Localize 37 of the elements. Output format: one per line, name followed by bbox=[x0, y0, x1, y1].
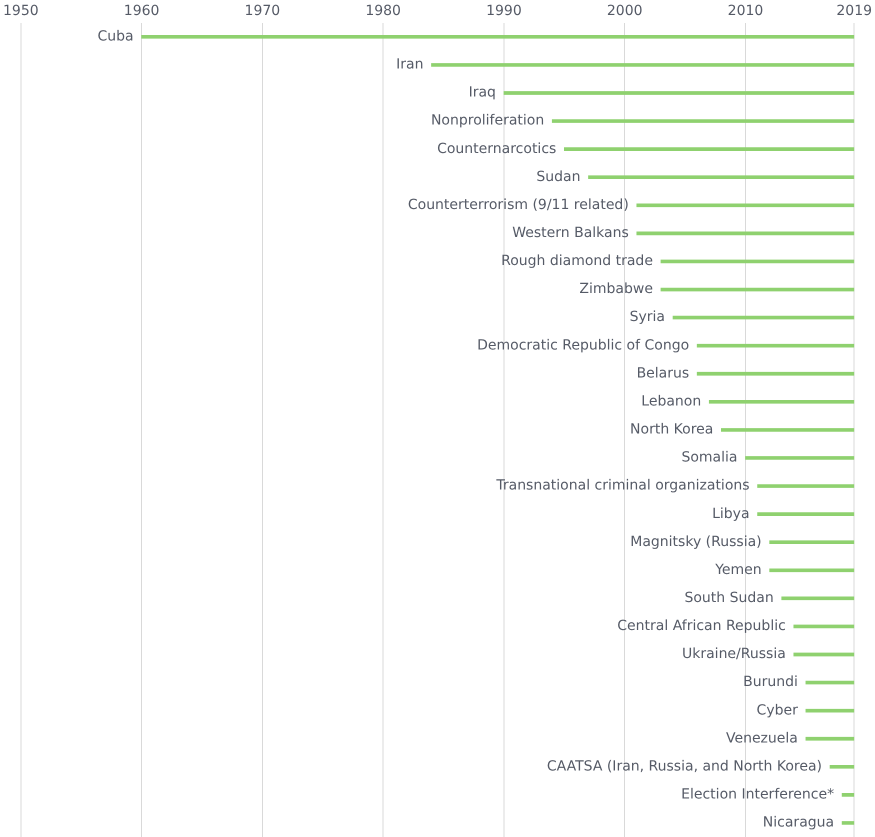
x-tick-label: 1960 bbox=[124, 3, 160, 20]
y-tick-label: Democratic Republic of Congo bbox=[477, 337, 690, 354]
y-tick-label: Burundi bbox=[743, 674, 798, 690]
x-tick-label: 1990 bbox=[486, 3, 522, 20]
x-tick-label: 2010 bbox=[728, 3, 764, 20]
y-tick-label: Transnational criminal organizations bbox=[495, 478, 750, 494]
x-tick-label: 2019 bbox=[836, 3, 872, 20]
y-tick-label: Cyber bbox=[756, 702, 798, 718]
y-tick-label: North Korea bbox=[630, 422, 714, 438]
y-tick-label: Sudan bbox=[536, 168, 580, 185]
y-tick-label: Yemen bbox=[714, 562, 762, 578]
x-tick-label: 1950 bbox=[2, 3, 39, 20]
y-tick-label: Nonproliferation bbox=[430, 112, 544, 129]
y-tick-label: Magnitsky (Russia) bbox=[630, 534, 762, 550]
y-tick-label: Iraq bbox=[468, 84, 496, 101]
x-tick-label: 2000 bbox=[606, 3, 643, 20]
y-tick-label: Counternarcotics bbox=[437, 140, 556, 157]
y-tick-label: Rough diamond trade bbox=[501, 253, 653, 270]
y-tick-label: Election Interference* bbox=[681, 786, 834, 803]
y-tick-label: Libya bbox=[712, 506, 750, 522]
y-tick-label: Central African Republic bbox=[617, 618, 786, 634]
y-tick-label: Western Balkans bbox=[512, 225, 629, 242]
x-tick-label: 1980 bbox=[365, 3, 401, 20]
y-tick-label: Venezuela bbox=[726, 730, 798, 746]
x-tick-label: 1970 bbox=[244, 3, 280, 20]
y-tick-label: Counterterrorism (9/11 related) bbox=[408, 196, 629, 213]
y-tick-label: Syria bbox=[630, 309, 666, 326]
y-tick-label: Cuba bbox=[97, 28, 134, 44]
y-tick-label: Zimbabwe bbox=[579, 281, 653, 298]
y-tick-label: CAATSA (Iran, Russia, and North Korea) bbox=[546, 758, 822, 774]
y-tick-label: Nicaragua bbox=[762, 814, 834, 831]
y-tick-label: Somalia bbox=[681, 450, 738, 466]
y-tick-label: Iran bbox=[396, 56, 424, 73]
y-tick-label: Belarus bbox=[636, 365, 690, 382]
y-tick-label: Lebanon bbox=[641, 393, 702, 410]
y-tick-label: Ukraine/Russia bbox=[682, 646, 786, 662]
y-tick-label: South Sudan bbox=[684, 590, 774, 606]
